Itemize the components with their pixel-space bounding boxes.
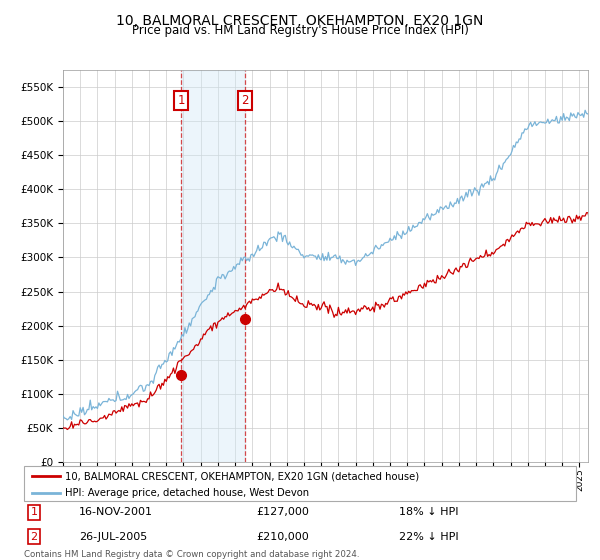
Text: HPI: Average price, detached house, West Devon: HPI: Average price, detached house, West…	[65, 488, 310, 497]
Text: 22% ↓ HPI: 22% ↓ HPI	[400, 532, 459, 542]
Text: 2: 2	[241, 94, 248, 107]
Text: 26-JUL-2005: 26-JUL-2005	[79, 532, 148, 542]
Text: 16-NOV-2001: 16-NOV-2001	[79, 507, 153, 517]
Text: 10, BALMORAL CRESCENT, OKEHAMPTON, EX20 1GN (detached house): 10, BALMORAL CRESCENT, OKEHAMPTON, EX20 …	[65, 471, 419, 481]
Text: 18% ↓ HPI: 18% ↓ HPI	[400, 507, 459, 517]
Text: 1: 1	[31, 507, 37, 517]
Text: 2: 2	[31, 532, 37, 542]
Bar	[181, 70, 245, 462]
Text: £127,000: £127,000	[256, 507, 309, 517]
Text: £210,000: £210,000	[256, 532, 308, 542]
Text: Contains HM Land Registry data © Crown copyright and database right 2024.
This d: Contains HM Land Registry data © Crown c…	[24, 550, 359, 560]
Text: Price paid vs. HM Land Registry's House Price Index (HPI): Price paid vs. HM Land Registry's House …	[131, 24, 469, 37]
FancyBboxPatch shape	[24, 466, 576, 501]
Text: 10, BALMORAL CRESCENT, OKEHAMPTON, EX20 1GN: 10, BALMORAL CRESCENT, OKEHAMPTON, EX20 …	[116, 14, 484, 28]
Text: 1: 1	[178, 94, 185, 107]
